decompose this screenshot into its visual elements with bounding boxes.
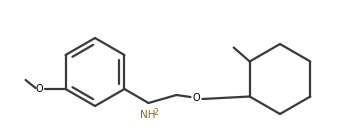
Text: O: O [36, 84, 43, 94]
Text: NH: NH [140, 110, 155, 120]
Text: 2: 2 [153, 108, 158, 117]
Text: O: O [193, 93, 200, 103]
